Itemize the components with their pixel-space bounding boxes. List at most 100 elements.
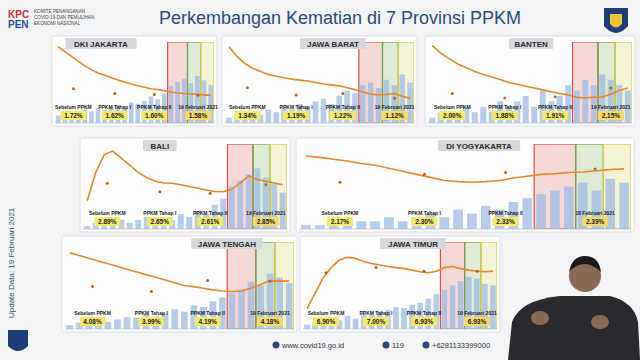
bar [246, 174, 252, 229]
period [398, 42, 414, 123]
bar [96, 108, 101, 123]
phase-box [363, 317, 389, 326]
phase-box [411, 317, 437, 326]
chart-title: DKI JAKARTA [74, 40, 128, 49]
phase-box [283, 111, 309, 120]
phase-value: 4.19% [198, 318, 217, 325]
bottom-emblem [8, 330, 28, 351]
phase-value: 1.19% [287, 112, 306, 119]
bar [181, 312, 188, 329]
bar [226, 118, 232, 123]
logo-text: COVID-19 DAN PEMULIHAN [34, 15, 94, 20]
phase-box [542, 111, 568, 120]
x-axis-line [225, 123, 414, 124]
phase-marker [158, 190, 161, 193]
period [201, 42, 214, 123]
phase-box [582, 217, 608, 226]
phase-label: PPKM Tahap II [407, 310, 442, 316]
period [228, 144, 254, 229]
phase-value: 1.72% [64, 112, 83, 119]
period [168, 42, 188, 123]
bar [301, 225, 311, 229]
phase-label: Sebelum PPKM [322, 210, 359, 216]
phase-value: 2.65% [151, 218, 170, 225]
phase-label: Sebelum PPKM [434, 104, 471, 110]
panel [296, 138, 634, 232]
phase-marker [150, 290, 153, 293]
line [432, 46, 628, 98]
phase-box [185, 111, 211, 120]
phase-marker [153, 93, 156, 96]
phase-box [464, 317, 490, 326]
phase-marker [609, 87, 612, 90]
bar [564, 187, 574, 230]
bar [304, 325, 310, 329]
logo-bottom: PEN [8, 19, 29, 30]
logo-text: KOMITE PENANGANAN [34, 9, 85, 14]
phase-box [147, 217, 173, 226]
bar [453, 210, 463, 229]
plot [56, 42, 214, 123]
phase-label: PPKM Tahap II [191, 310, 226, 316]
bar [286, 283, 293, 329]
interpreter-hand [531, 311, 549, 325]
title: Perkembangan Kematian di 7 Provinsi PPKM [159, 8, 521, 28]
panel [222, 36, 417, 126]
bar [536, 194, 546, 229]
phase-box [60, 111, 86, 120]
phase-box [411, 217, 437, 226]
bar [582, 80, 588, 123]
phase-value: 1.12% [385, 112, 404, 119]
emblem-inner [610, 14, 622, 28]
phase-marker [338, 181, 341, 184]
bar [175, 82, 180, 123]
phase-box [493, 217, 519, 226]
period [270, 144, 287, 229]
bar [353, 319, 359, 329]
bar [229, 293, 236, 329]
panel [52, 36, 217, 126]
plot [84, 144, 287, 229]
phase-label: PPKM Tahap I [488, 104, 522, 110]
bar [531, 107, 537, 123]
bar [127, 223, 133, 229]
footer-text: www.covid19.go.id [281, 341, 344, 350]
chart-title: DI YOGYAKARTA [446, 142, 512, 151]
x-axis-line [303, 329, 497, 330]
period [598, 42, 615, 123]
phase-label: PPKM Tahap II [193, 210, 228, 216]
emblem [604, 8, 628, 33]
phase-box [257, 317, 283, 326]
period [573, 42, 599, 123]
phase-box [234, 111, 260, 120]
phase-box [330, 111, 356, 120]
slide: Perkembangan Kematian di 7 Provinsi PPKM… [0, 0, 640, 360]
period [603, 144, 631, 229]
bar [467, 214, 477, 229]
phase-box [102, 111, 128, 120]
period [359, 42, 383, 123]
phase-label: PPKM Tahap II [326, 104, 361, 110]
panel [425, 36, 635, 126]
bar [124, 317, 131, 329]
phase-box [253, 217, 279, 226]
footer-icon [423, 342, 430, 349]
phase-label: PPKM Tahap II [488, 210, 523, 216]
phase-label: PPKM Tahap II [137, 104, 172, 110]
bar [458, 281, 464, 329]
bar [450, 286, 456, 330]
line [70, 253, 289, 292]
phase-label: Sebelum PPKM [229, 104, 266, 110]
footer-text: 119 [392, 341, 404, 350]
plot [429, 42, 632, 123]
period [615, 42, 632, 123]
phase-label: PPKM Tahap I [135, 310, 169, 316]
phase-label: 19 Februari 2021 [457, 310, 497, 316]
phase-value: 1.91% [546, 112, 565, 119]
phase-marker [106, 182, 109, 185]
bar [370, 221, 380, 229]
phase-label: Sebelum PPKM [308, 310, 345, 316]
phase-label: 19 Februari 2021 [178, 104, 218, 110]
bar [472, 112, 478, 123]
phase-marker [554, 95, 557, 98]
